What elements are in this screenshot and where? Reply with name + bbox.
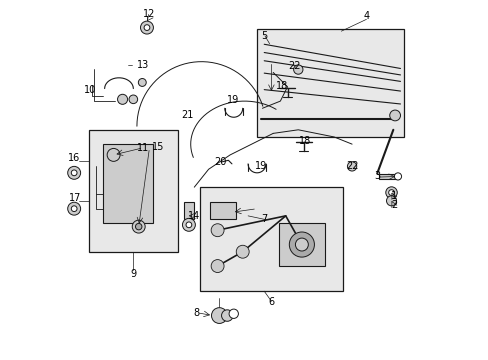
Circle shape — [346, 162, 356, 171]
Circle shape — [221, 310, 233, 321]
Circle shape — [138, 78, 146, 86]
Circle shape — [140, 21, 153, 34]
Text: 17: 17 — [69, 193, 81, 203]
Circle shape — [295, 238, 308, 251]
Circle shape — [107, 148, 120, 161]
Text: 15: 15 — [151, 142, 163, 152]
Bar — [378, 174, 398, 179]
Text: 6: 6 — [268, 297, 274, 307]
Text: 22: 22 — [288, 61, 300, 71]
Circle shape — [236, 245, 249, 258]
Bar — [199, 187, 343, 291]
Circle shape — [129, 95, 137, 104]
Text: 19: 19 — [226, 95, 239, 105]
Circle shape — [182, 219, 195, 231]
Text: 3: 3 — [373, 171, 380, 181]
Circle shape — [67, 202, 81, 215]
Bar — [210, 202, 235, 220]
Text: 7: 7 — [261, 215, 267, 224]
Bar — [278, 223, 325, 266]
Text: 16: 16 — [68, 153, 80, 163]
Text: 2: 2 — [390, 200, 397, 210]
Text: 5: 5 — [261, 31, 267, 41]
Text: 8: 8 — [193, 308, 199, 318]
Circle shape — [67, 166, 81, 179]
Text: 18: 18 — [275, 81, 288, 91]
Text: 22: 22 — [345, 161, 358, 171]
Circle shape — [394, 173, 401, 180]
Circle shape — [211, 224, 224, 237]
Circle shape — [388, 190, 394, 195]
Text: 19: 19 — [254, 161, 266, 171]
Circle shape — [289, 232, 314, 257]
Text: 21: 21 — [181, 111, 193, 121]
Text: 9: 9 — [130, 269, 136, 279]
Text: 14: 14 — [188, 211, 200, 221]
Circle shape — [293, 65, 303, 74]
Circle shape — [132, 220, 145, 233]
Text: 11: 11 — [137, 143, 149, 153]
Circle shape — [386, 196, 396, 206]
Circle shape — [71, 206, 77, 212]
Text: 12: 12 — [143, 9, 155, 19]
Bar — [257, 30, 403, 137]
Text: 13: 13 — [137, 59, 149, 69]
Circle shape — [144, 25, 149, 31]
Circle shape — [135, 224, 142, 230]
Text: 1: 1 — [390, 191, 397, 201]
Bar — [183, 202, 194, 220]
Circle shape — [117, 94, 127, 104]
Bar — [88, 130, 178, 252]
Text: 20: 20 — [213, 157, 226, 167]
Circle shape — [385, 187, 396, 198]
Text: 10: 10 — [83, 85, 96, 95]
Circle shape — [211, 260, 224, 273]
Circle shape — [185, 222, 191, 228]
Circle shape — [389, 110, 400, 121]
Circle shape — [228, 309, 238, 319]
Text: 4: 4 — [363, 11, 369, 21]
Circle shape — [211, 308, 227, 323]
Circle shape — [71, 170, 77, 176]
Bar — [102, 144, 153, 223]
Text: 18: 18 — [299, 136, 311, 145]
